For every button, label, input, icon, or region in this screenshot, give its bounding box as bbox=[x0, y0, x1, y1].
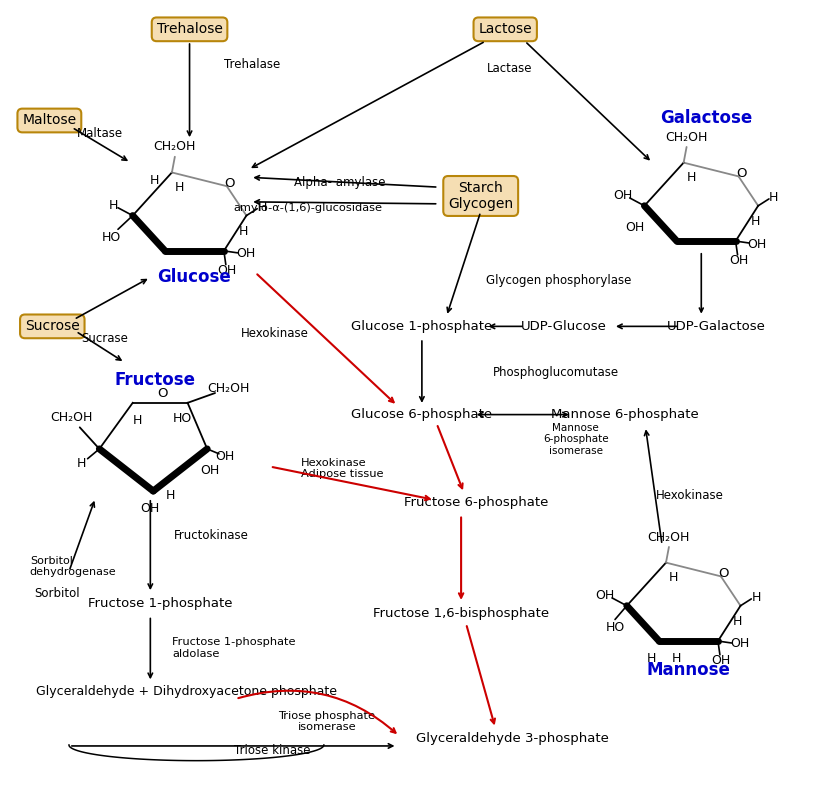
Text: H: H bbox=[733, 615, 742, 628]
Text: CH₂OH: CH₂OH bbox=[648, 531, 691, 544]
Text: HO: HO bbox=[173, 412, 192, 425]
Text: H: H bbox=[751, 215, 760, 228]
Text: Glucose 6-phosphate: Glucose 6-phosphate bbox=[351, 408, 492, 421]
Text: CH₂OH: CH₂OH bbox=[51, 411, 93, 424]
Text: Trehalose: Trehalose bbox=[156, 22, 222, 36]
Text: Fructose: Fructose bbox=[115, 372, 196, 389]
Text: OH: OH bbox=[729, 254, 748, 267]
Text: H: H bbox=[109, 200, 118, 212]
Text: Glycogen phosphorylase: Glycogen phosphorylase bbox=[486, 274, 631, 286]
Text: Hexokinase
Adipose tissue: Hexokinase Adipose tissue bbox=[301, 458, 384, 479]
Text: H: H bbox=[769, 192, 778, 204]
Text: Sucrase: Sucrase bbox=[82, 331, 129, 345]
Text: HO: HO bbox=[101, 230, 120, 244]
Text: Phosphoglucomutase: Phosphoglucomutase bbox=[492, 366, 619, 379]
Text: Sorbitol
dehydrogenase: Sorbitol dehydrogenase bbox=[30, 555, 116, 578]
Text: Glucose: Glucose bbox=[157, 268, 232, 286]
Text: Sorbitol: Sorbitol bbox=[34, 588, 80, 600]
Text: H: H bbox=[166, 489, 176, 503]
Text: H: H bbox=[239, 225, 248, 237]
Text: OH: OH bbox=[614, 189, 633, 203]
Text: Sucrose: Sucrose bbox=[25, 320, 79, 334]
Text: H: H bbox=[672, 653, 681, 665]
Text: Lactase: Lactase bbox=[487, 62, 533, 75]
Text: CH₂OH: CH₂OH bbox=[665, 131, 708, 144]
Text: Fructose 1-phosphate: Fructose 1-phosphate bbox=[88, 597, 232, 611]
Text: OH: OH bbox=[217, 264, 237, 277]
Text: UDP-Galactose: UDP-Galactose bbox=[666, 320, 766, 333]
Text: Starch
Glycogen: Starch Glycogen bbox=[448, 181, 513, 211]
Text: O: O bbox=[737, 167, 747, 180]
Text: O: O bbox=[157, 387, 167, 399]
Text: Maltose: Maltose bbox=[23, 114, 76, 128]
Text: H: H bbox=[77, 457, 86, 470]
Text: CH₂OH: CH₂OH bbox=[207, 382, 250, 394]
Text: H: H bbox=[646, 653, 656, 665]
Text: Fructose 1,6-bisphosphate: Fructose 1,6-bisphosphate bbox=[373, 607, 549, 620]
Text: OH: OH bbox=[201, 464, 220, 477]
Text: Trehalase: Trehalase bbox=[224, 58, 280, 71]
Text: OH: OH bbox=[625, 221, 645, 234]
Text: OH: OH bbox=[236, 247, 255, 260]
Text: Triose kinase: Triose kinase bbox=[233, 744, 310, 757]
Text: H: H bbox=[257, 201, 267, 215]
Text: H: H bbox=[752, 592, 761, 604]
Text: Mannose
6-phosphate
isomerase: Mannose 6-phosphate isomerase bbox=[543, 422, 609, 456]
Text: H: H bbox=[687, 171, 696, 184]
Text: OH: OH bbox=[595, 589, 614, 603]
Text: CH₂OH: CH₂OH bbox=[154, 140, 196, 154]
Text: OH: OH bbox=[730, 638, 749, 650]
Text: H: H bbox=[150, 174, 159, 187]
Text: OH: OH bbox=[711, 654, 731, 667]
Text: H: H bbox=[669, 570, 679, 584]
Text: Fructose 1-phosphate
aldolase: Fructose 1-phosphate aldolase bbox=[172, 637, 295, 659]
Text: Fructokinase: Fructokinase bbox=[174, 529, 249, 542]
Text: Lactose: Lactose bbox=[478, 22, 532, 36]
Text: Mannose 6-phosphate: Mannose 6-phosphate bbox=[551, 408, 699, 421]
Text: OH: OH bbox=[747, 237, 767, 251]
Text: Fructose 6-phosphate: Fructose 6-phosphate bbox=[404, 496, 548, 510]
Text: O: O bbox=[225, 177, 235, 189]
Text: Glucose 1-phosphate: Glucose 1-phosphate bbox=[351, 320, 492, 333]
Text: amylo-α-(1,6)-glucosidase: amylo-α-(1,6)-glucosidase bbox=[234, 203, 383, 213]
Text: HO: HO bbox=[605, 621, 624, 634]
Text: Mannose: Mannose bbox=[646, 661, 731, 679]
Text: Galactose: Galactose bbox=[660, 109, 752, 126]
Text: Glyceraldehyde 3-phosphate: Glyceraldehyde 3-phosphate bbox=[415, 731, 609, 745]
Text: OH: OH bbox=[215, 451, 234, 463]
Text: Hexokinase: Hexokinase bbox=[241, 327, 308, 340]
Text: Triose phosphate
isomerase: Triose phosphate isomerase bbox=[278, 711, 375, 732]
Text: Hexokinase: Hexokinase bbox=[655, 489, 723, 503]
Text: O: O bbox=[719, 567, 729, 580]
Text: Maltase: Maltase bbox=[77, 127, 123, 140]
Text: H: H bbox=[133, 414, 142, 427]
Text: OH: OH bbox=[140, 503, 160, 515]
Text: UDP-Glucose: UDP-Glucose bbox=[521, 320, 607, 333]
Text: Alpha- amylase: Alpha- amylase bbox=[294, 176, 385, 189]
Text: H: H bbox=[175, 181, 185, 193]
Text: Glyceraldehyde + Dihydroxyacetone phosphate: Glyceraldehyde + Dihydroxyacetone phosph… bbox=[36, 685, 337, 697]
